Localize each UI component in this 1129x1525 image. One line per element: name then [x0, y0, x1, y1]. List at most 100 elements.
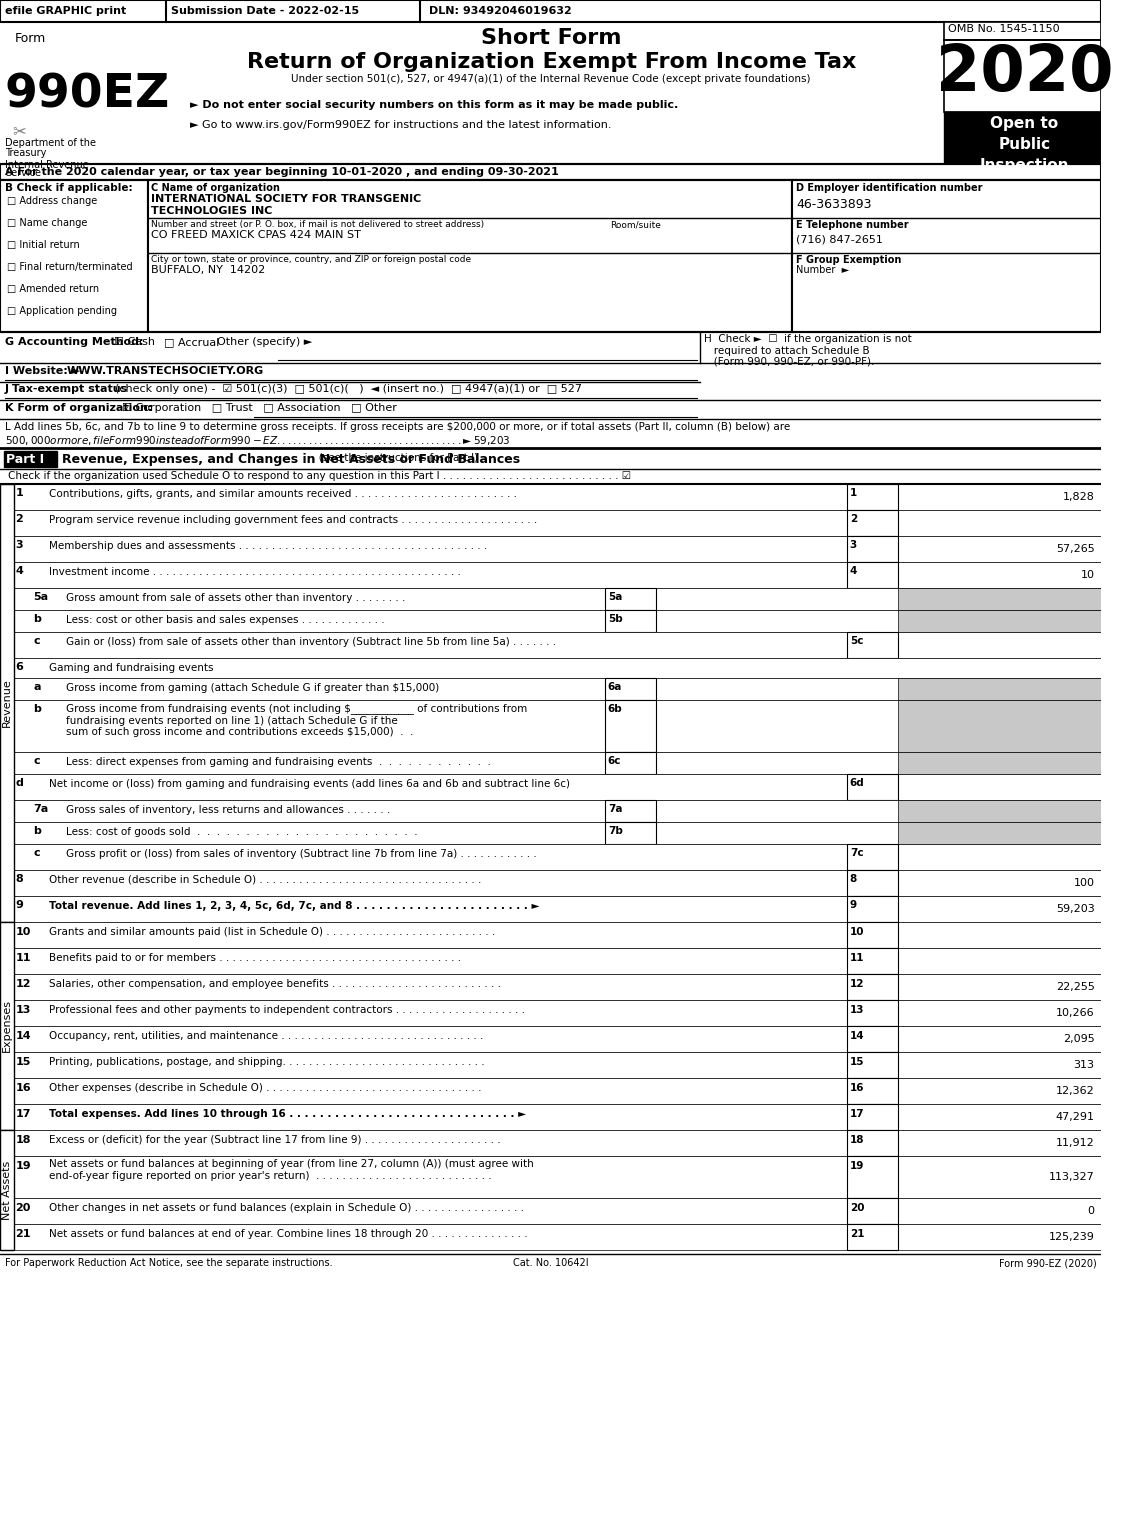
Bar	[14, 801, 1102, 822]
Bar	[0, 1130, 14, 1250]
Bar	[14, 700, 1102, 752]
Text: 20: 20	[850, 1203, 865, 1212]
Text: Short Form: Short Form	[481, 27, 621, 47]
Text: Excess or (deficit) for the year (Subtract line 17 from line 9) . . . . . . . . : Excess or (deficit) for the year (Subtra…	[49, 1135, 500, 1145]
Text: 17: 17	[16, 1109, 32, 1119]
Text: □ Amended return: □ Amended return	[7, 284, 99, 294]
Text: 47,291: 47,291	[1056, 1112, 1095, 1122]
Text: (check only one) -  ☑ 501(c)(3)  □ 501(c)(   )  ◄ (insert no.)  □ 4947(a)(1) or : (check only one) - ☑ 501(c)(3) □ 501(c)(…	[115, 384, 583, 393]
Text: Other (specify) ►: Other (specify) ►	[217, 337, 312, 348]
Text: F Group Exemption: F Group Exemption	[796, 255, 901, 265]
Text: 13: 13	[16, 1005, 30, 1016]
Text: 4: 4	[16, 566, 24, 576]
Text: City or town, state or province, country, and ZIP or foreign postal code: City or town, state or province, country…	[151, 255, 471, 264]
Bar	[14, 589, 1102, 610]
Text: Return of Organization Exempt From Income Tax: Return of Organization Exempt From Incom…	[246, 52, 856, 72]
Bar	[605, 801, 656, 822]
Bar	[14, 1199, 1102, 1225]
Text: 5c: 5c	[850, 636, 864, 647]
Text: 15: 15	[16, 1057, 30, 1067]
Text: Treasury: Treasury	[5, 148, 46, 159]
Text: 10: 10	[850, 927, 865, 936]
Text: 100: 100	[1074, 878, 1095, 888]
Text: 22,255: 22,255	[1056, 982, 1095, 991]
Text: $500,000 or more, file Form 990 instead of Form 990-EZ . . . . . . . . . . . . .: $500,000 or more, file Form 990 instead …	[5, 435, 510, 447]
Bar	[898, 589, 1102, 610]
Text: □ Accrual: □ Accrual	[164, 337, 219, 348]
Text: c: c	[33, 756, 40, 766]
Bar	[14, 631, 1102, 657]
Text: 14: 14	[850, 1031, 865, 1042]
Text: 4: 4	[850, 566, 857, 576]
Bar	[605, 610, 656, 631]
Bar	[944, 21, 1102, 40]
Text: Gross income from fundraising events (not including $____________ of contributio: Gross income from fundraising events (no…	[67, 703, 527, 737]
Text: 10: 10	[16, 927, 30, 936]
Bar	[847, 535, 898, 563]
Bar	[944, 40, 1102, 111]
Bar	[14, 843, 1102, 869]
Text: 21: 21	[16, 1229, 32, 1238]
Bar	[898, 679, 1102, 700]
Text: □ Application pending: □ Application pending	[7, 307, 116, 316]
Bar	[14, 1225, 1102, 1250]
Bar	[0, 180, 148, 332]
Text: L Add lines 5b, 6c, and 7b to line 9 to determine gross receipts. If gross recei: L Add lines 5b, 6c, and 7b to line 9 to …	[5, 422, 790, 432]
Text: Less: cost of goods sold  .  .  .  .  .  .  .  .  .  .  .  .  .  .  .  .  .  .  : Less: cost of goods sold . . . . . . . .…	[67, 827, 418, 837]
Text: 21: 21	[850, 1229, 865, 1238]
Text: (see the instructions for Part I): (see the instructions for Part I)	[62, 453, 479, 464]
Text: Expenses: Expenses	[2, 999, 11, 1052]
Text: Gross profit or (loss) from sales of inventory (Subtract line 7b from line 7a) .: Gross profit or (loss) from sales of inv…	[67, 849, 537, 859]
Text: 9: 9	[850, 900, 857, 910]
Text: 11,912: 11,912	[1056, 1138, 1095, 1148]
Bar	[847, 1052, 898, 1078]
Bar	[605, 700, 656, 752]
Text: Gross amount from sale of assets other than inventory . . . . . . . .: Gross amount from sale of assets other t…	[67, 593, 405, 602]
Text: a: a	[33, 682, 41, 692]
Bar	[14, 657, 1102, 679]
Text: 12,362: 12,362	[1056, 1086, 1095, 1096]
Bar	[14, 610, 1102, 631]
Text: 8: 8	[16, 874, 24, 884]
Text: 6: 6	[16, 662, 24, 673]
Text: Occupancy, rent, utilities, and maintenance . . . . . . . . . . . . . . . . . . : Occupancy, rent, utilities, and maintena…	[49, 1031, 483, 1042]
Bar	[14, 1078, 1102, 1104]
Text: 9: 9	[16, 900, 24, 910]
Bar	[898, 700, 1102, 752]
Bar	[898, 752, 1102, 775]
Text: c: c	[33, 636, 40, 647]
Text: 17: 17	[850, 1109, 865, 1119]
Bar	[148, 180, 793, 332]
Bar	[0, 483, 14, 923]
Bar	[3, 451, 56, 467]
Text: Department of the: Department of the	[5, 137, 96, 148]
Text: 990EZ: 990EZ	[5, 72, 170, 117]
Bar	[14, 974, 1102, 1000]
Text: Program service revenue including government fees and contracts . . . . . . . . : Program service revenue including govern…	[49, 515, 537, 525]
Text: Net assets or fund balances at end of year. Combine lines 18 through 20 . . . . : Net assets or fund balances at end of ye…	[49, 1229, 527, 1238]
Text: 7c: 7c	[850, 848, 864, 859]
Bar	[605, 679, 656, 700]
Text: Gaming and fundraising events: Gaming and fundraising events	[49, 663, 213, 673]
Text: 16: 16	[16, 1083, 32, 1093]
Bar	[14, 1104, 1102, 1130]
Text: Gross income from gaming (attach Schedule G if greater than $15,000): Gross income from gaming (attach Schedul…	[67, 683, 439, 692]
Text: DLN: 93492046019632: DLN: 93492046019632	[429, 6, 572, 15]
Bar	[14, 822, 1102, 843]
Bar	[14, 752, 1102, 775]
Bar	[14, 509, 1102, 535]
Text: H  Check ►  ☐  if the organization is not: H Check ► ☐ if the organization is not	[704, 334, 912, 345]
Text: 1: 1	[16, 488, 24, 499]
Text: 1,828: 1,828	[1062, 493, 1095, 502]
Bar	[14, 869, 1102, 897]
Text: Gross sales of inventory, less returns and allowances . . . . . . .: Gross sales of inventory, less returns a…	[67, 805, 391, 814]
Text: Room/suite: Room/suite	[610, 220, 660, 229]
Bar	[14, 775, 1102, 801]
Text: 0: 0	[1087, 1206, 1095, 1215]
Bar	[847, 1225, 898, 1250]
Text: 6d: 6d	[850, 778, 865, 788]
Bar	[847, 869, 898, 897]
Text: Form: Form	[15, 32, 46, 46]
Text: d: d	[16, 778, 24, 788]
Text: 3: 3	[16, 540, 24, 551]
